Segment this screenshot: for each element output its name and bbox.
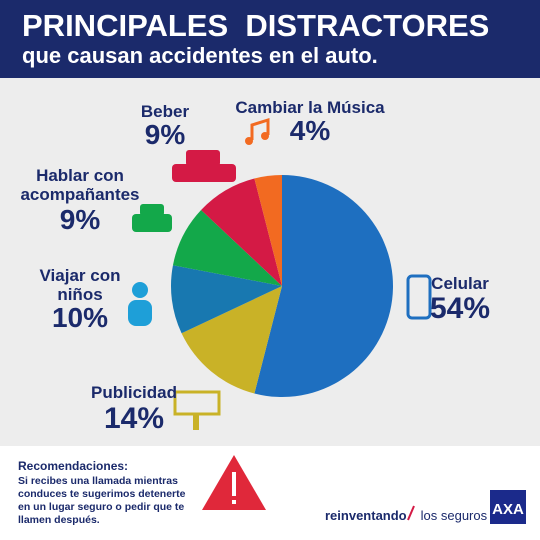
header: PRINCIPALES DISTRACTORES que causan acci…	[0, 0, 540, 78]
brand-slash	[407, 505, 415, 521]
category-label: Viajar con niños	[39, 266, 121, 304]
value-label: 14%	[103, 402, 165, 435]
category-label: Hablar con acompañantes	[20, 166, 140, 204]
baby-body	[128, 300, 152, 326]
category-label: Cambiar la Música	[235, 98, 385, 117]
car-roof-red	[186, 150, 220, 166]
recommendations-text: Si recibes una llamada mientras conduces…	[18, 475, 186, 526]
chart-subtitle: que causan accidentes en el auto.	[22, 43, 378, 68]
music-note	[245, 137, 253, 145]
category-label: Beber	[140, 102, 190, 121]
footer	[0, 446, 540, 540]
brand-rest: los seguros	[420, 508, 488, 523]
phone-icon	[406, 274, 432, 320]
car-roof-green	[140, 204, 164, 216]
chart-title: PRINCIPALES DISTRACTORES	[22, 8, 490, 43]
car-icon-red	[172, 164, 236, 182]
pie-slice	[254, 175, 282, 286]
recommendations: Recomendaciones: Si recibes una llamada …	[18, 460, 198, 527]
billboard-post	[193, 414, 199, 430]
pie-slice	[201, 178, 282, 286]
pie-slice	[181, 286, 282, 394]
music-icon	[250, 117, 270, 140]
value-label: 9%	[59, 204, 101, 235]
brand: reinventando los seguros	[325, 508, 487, 523]
value-label: 4%	[289, 115, 331, 146]
pie-slice	[172, 210, 282, 286]
logo: AXA	[490, 490, 526, 524]
baby-icon	[132, 282, 148, 298]
brand-bold: reinventando	[325, 508, 407, 523]
music-note	[261, 132, 269, 140]
car-icon-green	[132, 214, 172, 232]
category-label: Celular	[431, 274, 489, 293]
recommendations-title: Recomendaciones:	[18, 459, 129, 473]
value-label: 9%	[144, 119, 186, 150]
pie-slice	[254, 175, 393, 397]
category-label: Publicidad	[91, 383, 177, 402]
pie-slice	[171, 265, 282, 334]
warning-dot	[232, 500, 236, 504]
value-label: 54%	[429, 292, 491, 325]
value-label: 10%	[51, 302, 109, 333]
warning-mark	[232, 472, 236, 496]
